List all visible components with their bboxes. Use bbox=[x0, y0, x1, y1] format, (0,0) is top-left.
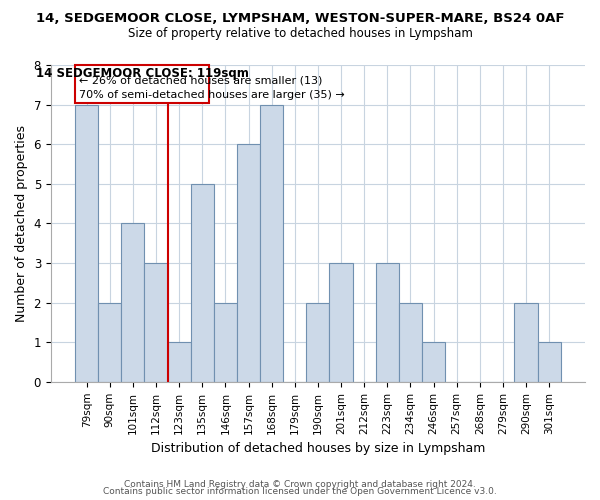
Bar bbox=[167, 342, 191, 382]
Bar bbox=[191, 184, 214, 382]
X-axis label: Distribution of detached houses by size in Lympsham: Distribution of detached houses by size … bbox=[151, 442, 485, 455]
Bar bbox=[422, 342, 445, 382]
Text: Contains public sector information licensed under the Open Government Licence v3: Contains public sector information licen… bbox=[103, 487, 497, 496]
Bar bbox=[75, 104, 98, 382]
Bar bbox=[260, 104, 283, 382]
Bar bbox=[376, 263, 399, 382]
Text: Size of property relative to detached houses in Lympsham: Size of property relative to detached ho… bbox=[128, 28, 472, 40]
Bar bbox=[399, 302, 422, 382]
Bar bbox=[329, 263, 353, 382]
Text: Contains HM Land Registry data © Crown copyright and database right 2024.: Contains HM Land Registry data © Crown c… bbox=[124, 480, 476, 489]
Text: ← 26% of detached houses are smaller (13): ← 26% of detached houses are smaller (13… bbox=[79, 76, 322, 86]
Bar bbox=[121, 224, 145, 382]
Text: 70% of semi-detached houses are larger (35) →: 70% of semi-detached houses are larger (… bbox=[79, 90, 344, 100]
Bar bbox=[237, 144, 260, 382]
Y-axis label: Number of detached properties: Number of detached properties bbox=[15, 125, 28, 322]
Bar bbox=[214, 302, 237, 382]
Bar bbox=[514, 302, 538, 382]
FancyBboxPatch shape bbox=[75, 65, 209, 102]
Bar bbox=[538, 342, 561, 382]
Bar bbox=[145, 263, 167, 382]
Text: 14 SEDGEMOOR CLOSE: 119sqm: 14 SEDGEMOOR CLOSE: 119sqm bbox=[35, 67, 248, 80]
Bar bbox=[98, 302, 121, 382]
Text: 14, SEDGEMOOR CLOSE, LYMPSHAM, WESTON-SUPER-MARE, BS24 0AF: 14, SEDGEMOOR CLOSE, LYMPSHAM, WESTON-SU… bbox=[36, 12, 564, 26]
Bar bbox=[307, 302, 329, 382]
